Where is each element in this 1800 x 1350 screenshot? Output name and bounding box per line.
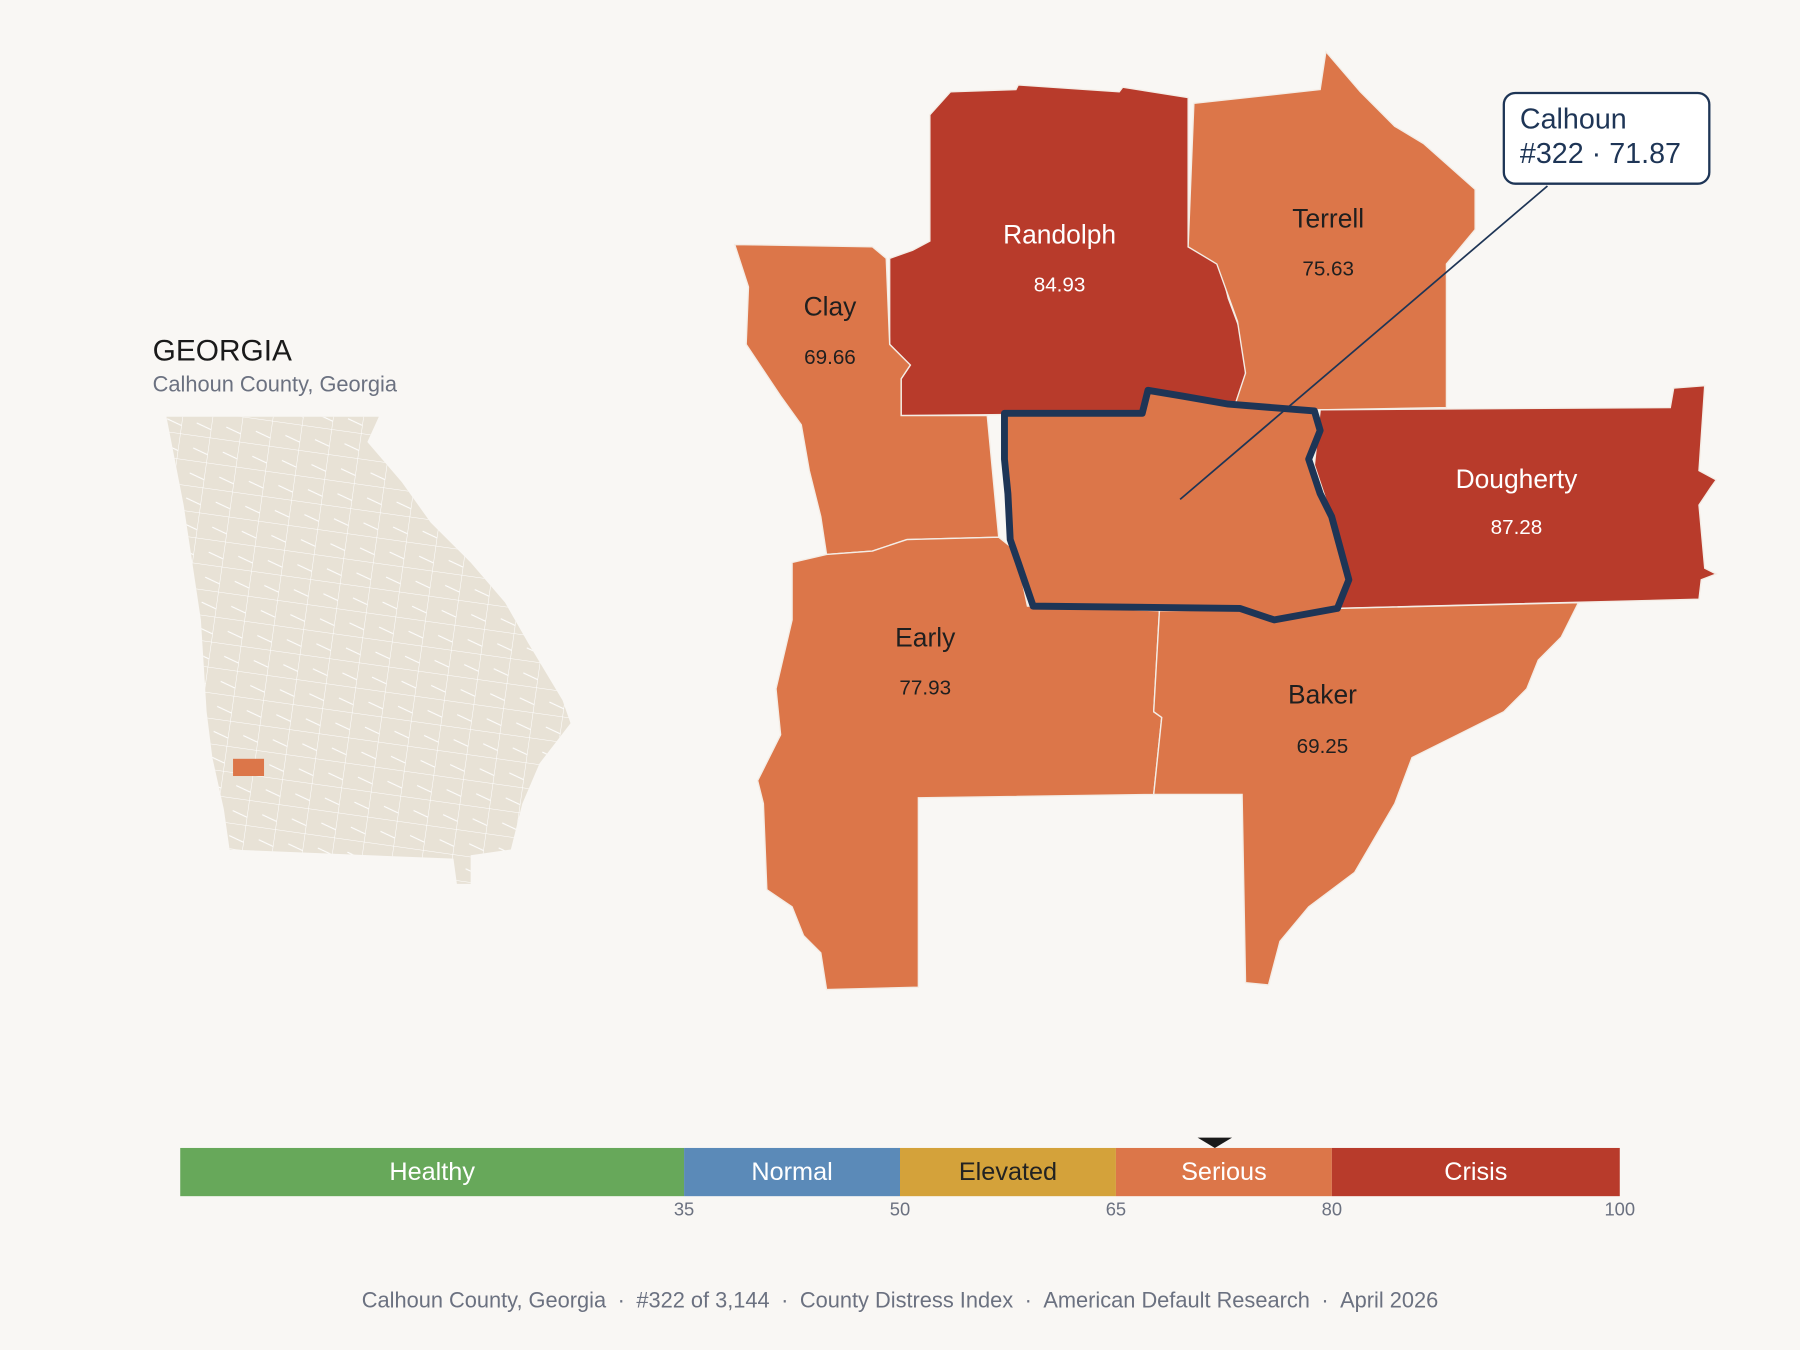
footer-item: County Distress Index bbox=[800, 1288, 1013, 1313]
scale-band bbox=[900, 1147, 1116, 1197]
scale-tick-label: 100 bbox=[1604, 1199, 1635, 1220]
county-value: 87.28 bbox=[1491, 516, 1543, 539]
scale-band-label: Healthy bbox=[389, 1158, 475, 1186]
scale-tick-label: 65 bbox=[1106, 1199, 1126, 1220]
scale-band-label: Elevated bbox=[959, 1158, 1057, 1186]
scale-band-label: Serious bbox=[1181, 1158, 1267, 1186]
county-shape bbox=[1187, 50, 1476, 411]
footer-item: Calhoun County, Georgia bbox=[362, 1288, 607, 1313]
scale-band bbox=[684, 1147, 900, 1197]
scale-tick-label: 35 bbox=[674, 1199, 694, 1220]
callout-name: Calhoun bbox=[1520, 104, 1627, 136]
scale-tick-label: 80 bbox=[1322, 1199, 1342, 1220]
county-shape bbox=[1313, 384, 1718, 610]
distress-scale: Healthy Normal Elevated Serious Crisis 35 50 65… bbox=[180, 1137, 1635, 1220]
inset-county-lines bbox=[166, 416, 571, 884]
footer-item: #322 of 3,144 bbox=[636, 1288, 769, 1313]
county-value: 77.93 bbox=[899, 677, 951, 700]
county-name: Randolph bbox=[1003, 219, 1116, 249]
county-map bbox=[733, 50, 1718, 991]
footer-separator: · bbox=[1321, 1288, 1328, 1313]
footer-separator: · bbox=[618, 1288, 625, 1313]
calhoun-county bbox=[1001, 386, 1353, 624]
inset-subtitle: Calhoun County, Georgia bbox=[153, 371, 398, 396]
scale-marker bbox=[1197, 1137, 1233, 1148]
county-name: Dougherty bbox=[1456, 464, 1579, 494]
county-labels: Randolph 84.93 Terrell 75.63 Clay 69.66 … bbox=[804, 203, 1579, 758]
county-value: 75.63 bbox=[1302, 258, 1354, 281]
county-value: 69.66 bbox=[804, 346, 856, 369]
callout-box bbox=[1502, 91, 1711, 185]
county-value: 69.25 bbox=[1297, 735, 1349, 758]
footer: Calhoun County, Georgia · #322 of 3,144 · Co… bbox=[362, 1288, 1438, 1313]
scale-band bbox=[180, 1147, 685, 1197]
scale-band bbox=[1331, 1147, 1620, 1197]
inset-title: GEORGIA bbox=[153, 334, 292, 367]
county-name: Clay bbox=[804, 292, 858, 322]
footer-item: April 2026 bbox=[1340, 1288, 1438, 1313]
callout-label: #322 · 71.87 bbox=[1520, 138, 1681, 170]
scale-tick-label: 50 bbox=[890, 1199, 910, 1220]
callout: Calhoun #322 · 71.87 bbox=[1179, 91, 1711, 501]
scale-band bbox=[1115, 1147, 1332, 1197]
county-name: Terrell bbox=[1292, 203, 1364, 233]
inset-calhoun bbox=[233, 758, 265, 777]
georgia-inset bbox=[166, 416, 571, 884]
callout-leader bbox=[1179, 185, 1549, 501]
county-name: Early bbox=[895, 622, 956, 652]
county-shape bbox=[1152, 601, 1580, 986]
county-name: Baker bbox=[1288, 680, 1357, 710]
footer-item: American Default Research bbox=[1043, 1288, 1310, 1313]
county-value: 84.93 bbox=[1034, 274, 1086, 297]
footer-separator: · bbox=[1025, 1288, 1032, 1313]
scale-band-label: Normal bbox=[751, 1158, 832, 1186]
scale-band-label: Crisis bbox=[1444, 1158, 1507, 1186]
footer-separator: · bbox=[781, 1288, 788, 1313]
